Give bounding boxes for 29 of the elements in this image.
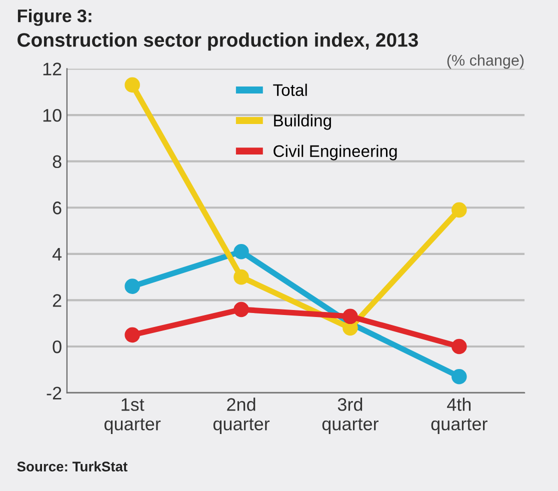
y-tick-label: -2 bbox=[46, 386, 62, 400]
y-tick-label: 8 bbox=[52, 155, 62, 168]
y-tick-label: 2 bbox=[52, 294, 62, 307]
point bbox=[452, 202, 467, 218]
x-tick-label: 1st quarter bbox=[104, 398, 161, 434]
chart-subtitle: Construction sector production index, 2013 bbox=[18, 32, 418, 51]
legend-label: Total bbox=[273, 84, 307, 96]
x-tick-label: 4th quarter bbox=[431, 398, 488, 434]
y-tick-label: 12 bbox=[43, 62, 62, 76]
source-note: Source: TurkStat bbox=[17, 461, 128, 472]
point bbox=[234, 269, 249, 285]
point bbox=[234, 302, 249, 318]
legend-label: Building bbox=[274, 114, 331, 130]
y-tick-label: 4 bbox=[52, 248, 62, 260]
x-tick-label: 2nd quarter bbox=[213, 398, 270, 434]
chart-title: Figure 3: bbox=[18, 9, 92, 26]
point bbox=[234, 244, 249, 260]
y-tick-label: 10 bbox=[43, 108, 62, 122]
y-tick-label: 6 bbox=[52, 202, 62, 214]
point bbox=[124, 77, 140, 93]
point bbox=[124, 327, 140, 343]
point bbox=[452, 368, 467, 384]
point bbox=[342, 308, 358, 324]
point bbox=[124, 278, 140, 294]
point bbox=[452, 338, 467, 354]
text: (% change) bbox=[447, 54, 524, 69]
x-tick-label: 3rd quarter bbox=[322, 398, 379, 434]
y-tick-label: 0 bbox=[52, 340, 62, 354]
legend-label: Civil Engineering bbox=[274, 144, 397, 160]
